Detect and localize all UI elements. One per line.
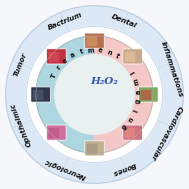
FancyBboxPatch shape xyxy=(140,90,151,100)
Text: n: n xyxy=(127,116,135,124)
Text: Bactrium: Bactrium xyxy=(46,11,83,31)
Text: a: a xyxy=(136,89,142,94)
FancyBboxPatch shape xyxy=(123,49,142,64)
Circle shape xyxy=(6,6,183,183)
Text: Tumor: Tumor xyxy=(13,52,28,78)
Wedge shape xyxy=(36,36,94,153)
Wedge shape xyxy=(94,36,153,153)
Text: a: a xyxy=(70,52,76,59)
Text: e: e xyxy=(97,47,102,54)
Text: H₂O₂: H₂O₂ xyxy=(90,77,118,86)
Text: i: i xyxy=(132,109,139,113)
Text: t: t xyxy=(79,49,84,55)
Text: Neurologic: Neurologic xyxy=(43,157,86,179)
Text: n: n xyxy=(106,49,112,56)
Text: Cardiovascular: Cardiovascular xyxy=(149,104,183,161)
FancyBboxPatch shape xyxy=(139,87,158,102)
FancyBboxPatch shape xyxy=(87,36,97,46)
FancyBboxPatch shape xyxy=(31,87,50,102)
FancyBboxPatch shape xyxy=(49,52,59,62)
FancyBboxPatch shape xyxy=(123,125,142,140)
Text: T: T xyxy=(50,72,58,79)
Circle shape xyxy=(26,26,163,163)
FancyBboxPatch shape xyxy=(85,141,104,156)
FancyBboxPatch shape xyxy=(85,33,104,48)
Text: I: I xyxy=(130,70,136,75)
Text: m: m xyxy=(133,77,141,86)
FancyBboxPatch shape xyxy=(33,90,43,100)
Text: Inflammations: Inflammations xyxy=(160,40,184,98)
Text: g: g xyxy=(135,99,142,104)
FancyBboxPatch shape xyxy=(87,144,97,154)
FancyBboxPatch shape xyxy=(125,52,135,62)
FancyBboxPatch shape xyxy=(47,49,66,64)
Text: r: r xyxy=(56,65,62,71)
Text: Dental: Dental xyxy=(111,13,138,29)
Circle shape xyxy=(55,55,134,134)
Text: t: t xyxy=(115,53,120,60)
Text: Ophthalmic: Ophthalmic xyxy=(9,101,33,147)
FancyBboxPatch shape xyxy=(47,125,66,140)
Text: Bones: Bones xyxy=(112,161,137,176)
Text: g: g xyxy=(121,124,128,131)
Text: e: e xyxy=(62,57,69,65)
FancyBboxPatch shape xyxy=(125,128,135,138)
Text: m: m xyxy=(87,47,94,53)
FancyBboxPatch shape xyxy=(49,128,59,138)
